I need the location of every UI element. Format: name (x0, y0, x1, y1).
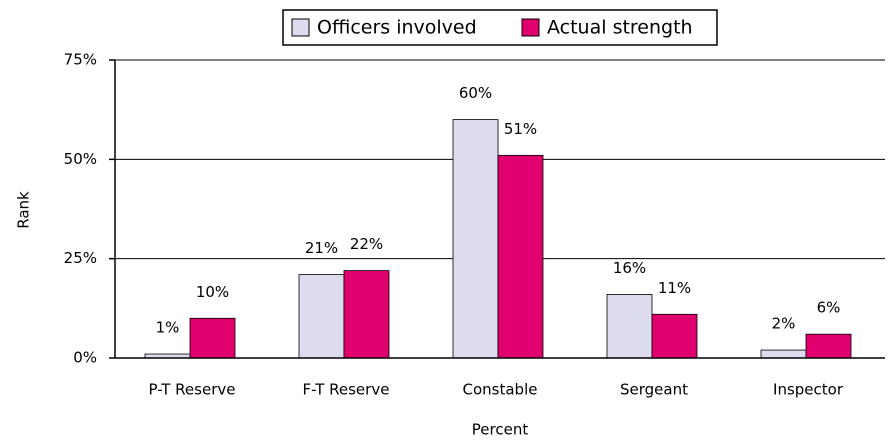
bar (452, 119, 499, 359)
value-label: 22% (350, 235, 383, 253)
y-tick-label: 25% (64, 249, 97, 267)
bar (606, 294, 653, 359)
x-tick-label: Sergeant (620, 381, 688, 399)
legend-box (282, 9, 718, 46)
bar (298, 274, 345, 359)
x-tick-label: P-T Reserve (149, 381, 236, 399)
legend-swatch (291, 18, 310, 37)
y-axis-label: Rank (15, 191, 33, 229)
value-label: 60% (459, 84, 492, 102)
bar (189, 317, 236, 359)
value-label: 1% (156, 319, 180, 337)
value-label: 2% (772, 315, 796, 333)
y-tick-label: 50% (64, 150, 97, 168)
legend-label: Actual strength (547, 17, 693, 39)
x-tick-label: Constable (463, 381, 538, 399)
bar (343, 270, 390, 359)
legend-swatch (521, 18, 540, 37)
value-label: 11% (658, 279, 691, 297)
x-tick-label: F-T Reserve (303, 381, 390, 399)
bar (805, 333, 852, 359)
value-label: 16% (613, 259, 646, 277)
bar (651, 313, 698, 359)
value-label: 10% (196, 283, 229, 301)
legend-label: Officers involved (317, 17, 477, 39)
value-label: 21% (305, 239, 338, 257)
value-label: 51% (504, 120, 537, 138)
x-tick-label: Inspector (773, 381, 844, 399)
y-tick-label: 75% (64, 51, 97, 69)
bar (497, 154, 544, 359)
x-axis-label: Percent (472, 421, 529, 439)
y-tick-label: 0% (73, 349, 97, 367)
value-label: 6% (817, 299, 841, 317)
bar (760, 349, 807, 359)
